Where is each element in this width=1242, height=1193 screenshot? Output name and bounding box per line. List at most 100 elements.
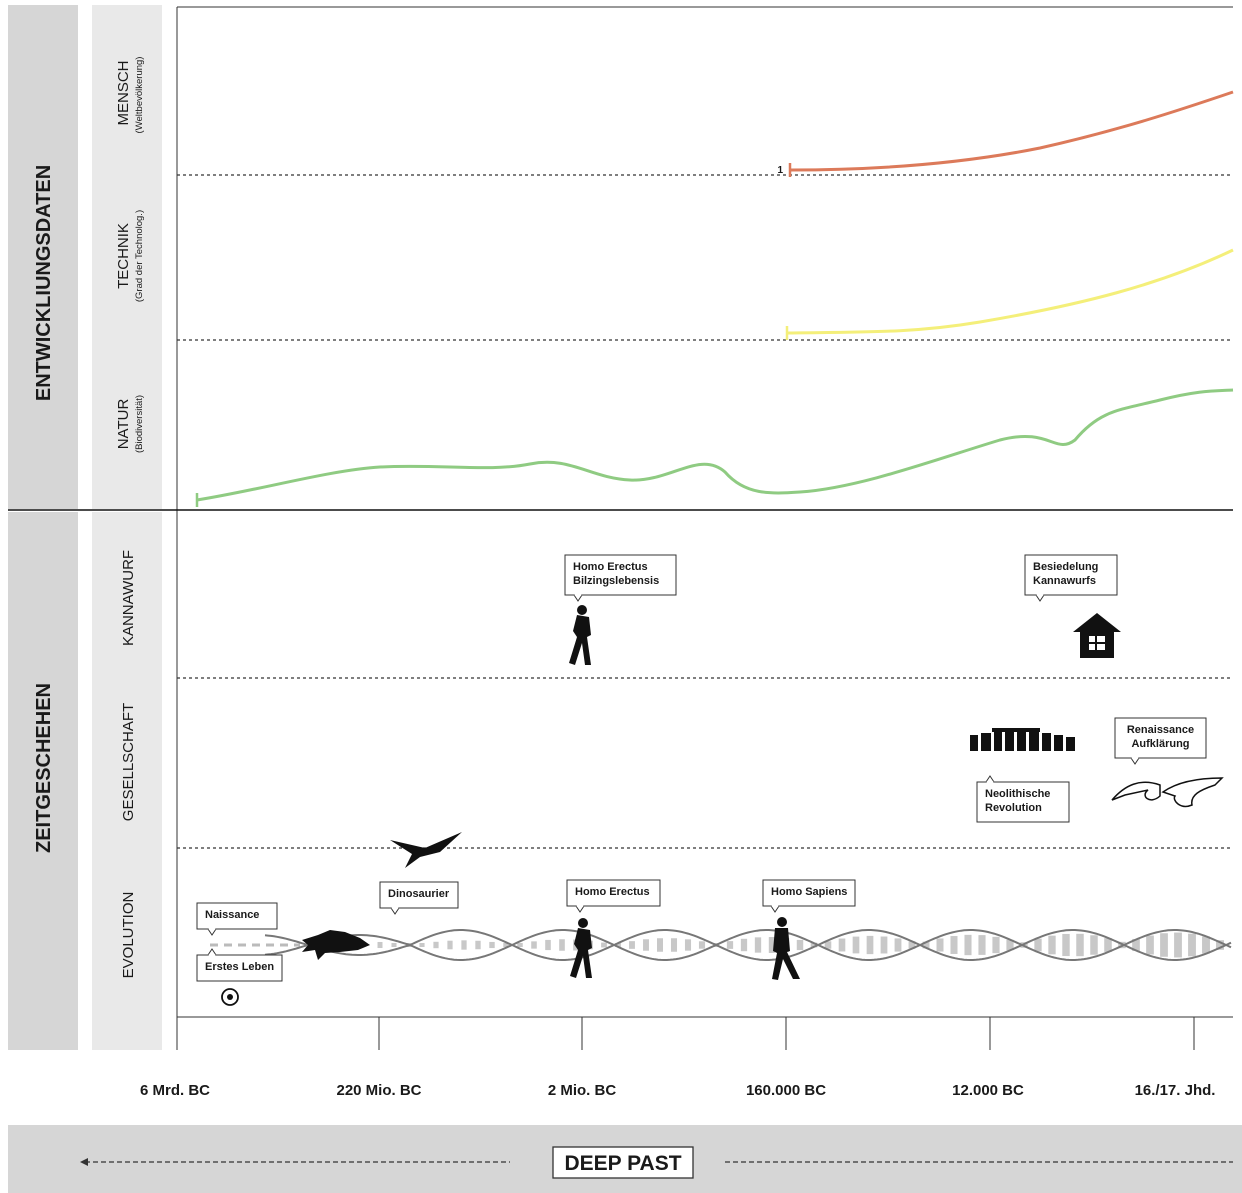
helix-rung bbox=[1188, 934, 1196, 957]
helix-rung bbox=[643, 939, 649, 950]
row-label: KANNAWURF bbox=[120, 550, 137, 646]
callout-pointer bbox=[771, 906, 779, 912]
row-sublabel: (Biodiversität) bbox=[134, 395, 145, 453]
callout-pointer bbox=[574, 595, 582, 601]
callout-text: Homo Erectus bbox=[573, 561, 648, 573]
callout-pointer bbox=[1036, 595, 1044, 601]
section-label: ENTWICKLIUNGSDATEN bbox=[33, 165, 55, 401]
row-label: NATUR bbox=[115, 399, 132, 450]
callout-pointer bbox=[208, 949, 216, 955]
nature-curve bbox=[197, 390, 1233, 500]
callout-pointer bbox=[391, 908, 399, 914]
helix-rung bbox=[685, 939, 691, 950]
curve-label: 1 bbox=[777, 165, 783, 176]
helix-rung bbox=[601, 943, 607, 948]
timeline-label: 2 Mio. BC bbox=[548, 1082, 617, 1099]
helix-rung bbox=[1104, 938, 1112, 952]
helix-rung bbox=[699, 941, 705, 948]
helix-rung bbox=[853, 937, 860, 954]
helix-rung bbox=[978, 935, 985, 955]
callout-text: Neolithische bbox=[985, 788, 1050, 800]
timeline-infographic: ENTWICKLIUNGSDATEN ZEITGESCHEHEN MENSCH … bbox=[0, 0, 1242, 1193]
footer-label: DEEP PAST bbox=[564, 1152, 681, 1175]
helix-rung bbox=[950, 936, 957, 954]
helix-rung bbox=[461, 940, 466, 949]
callout-pointer bbox=[576, 906, 584, 912]
helix-rung bbox=[531, 941, 537, 948]
helix-rung bbox=[741, 939, 747, 951]
helix-rung bbox=[419, 943, 424, 947]
helix-rung bbox=[937, 938, 944, 951]
technology-curve bbox=[787, 250, 1233, 333]
callout-pointer bbox=[1131, 758, 1139, 764]
callout-text: Naissance bbox=[205, 909, 259, 921]
helix-rung bbox=[881, 937, 888, 954]
helix-rung bbox=[839, 939, 846, 952]
helix-rung bbox=[1062, 934, 1069, 956]
row-sublabel: (Weltbevölkerung) bbox=[134, 57, 145, 134]
callout-text: Aufklärung bbox=[1131, 738, 1189, 750]
helix-rung bbox=[559, 939, 565, 951]
callout-text: Dinosaurier bbox=[388, 888, 450, 900]
house-icon bbox=[1073, 613, 1121, 658]
callout-text: Renaissance bbox=[1127, 724, 1194, 736]
timeline-labels: 6 Mrd. BC 220 Mio. BC 2 Mio. BC 160.000 BC 1… bbox=[140, 1017, 1215, 1099]
helix-rung bbox=[433, 942, 438, 948]
helix-rung bbox=[475, 941, 480, 949]
helix-rung bbox=[727, 941, 733, 949]
helix-rung bbox=[629, 941, 635, 949]
dna-helix bbox=[265, 930, 1231, 960]
helix-rung bbox=[657, 938, 663, 952]
callout-text: Revolution bbox=[985, 802, 1042, 814]
helix-strand bbox=[265, 930, 1231, 960]
callout-text: Kannawurfs bbox=[1033, 575, 1096, 587]
row-label: MENSCH bbox=[115, 60, 132, 125]
hands-icon bbox=[1112, 778, 1222, 806]
figure-group bbox=[569, 605, 1222, 980]
callout-text: Homo Sapiens bbox=[771, 886, 847, 898]
population-curve bbox=[790, 92, 1233, 170]
callout-text: Bilzingslebensis bbox=[573, 575, 659, 587]
helix-rung bbox=[391, 943, 396, 947]
cell-icon bbox=[227, 994, 233, 1000]
helix-rung bbox=[447, 941, 452, 950]
helix-rung bbox=[867, 936, 874, 954]
row-label: GESELLSCHAFT bbox=[120, 703, 137, 821]
helix-rung bbox=[964, 935, 971, 955]
callout-pointer bbox=[208, 929, 216, 935]
helix-rung bbox=[895, 938, 902, 951]
helix-rung bbox=[1202, 936, 1210, 953]
timeline-label: 16./17. Jhd. bbox=[1135, 1082, 1216, 1099]
timeline-label: 220 Mio. BC bbox=[336, 1082, 421, 1099]
stonehenge-icon bbox=[970, 728, 1075, 751]
helix-rung bbox=[517, 943, 522, 947]
helix-rung bbox=[1146, 935, 1154, 954]
homo-erectus-bilz-icon bbox=[569, 605, 591, 665]
helix-rung bbox=[797, 940, 803, 950]
helix-rung bbox=[671, 938, 677, 952]
row-label: TECHNIK bbox=[115, 223, 132, 289]
callout-text: Erstes Leben bbox=[205, 961, 274, 973]
timeline-label: 160.000 BC bbox=[746, 1082, 826, 1099]
timeline-label: 12.000 BC bbox=[952, 1082, 1024, 1099]
helix-rung bbox=[1048, 936, 1055, 955]
callout-pointer bbox=[986, 776, 994, 782]
callout-text: Homo Erectus bbox=[575, 886, 650, 898]
row-sublabel: (Grad der Technolog.) bbox=[134, 210, 145, 302]
pterosaur-icon bbox=[390, 832, 462, 868]
event-callouts: Homo Erectus Bilzingslebensis Besiedelung K… bbox=[197, 555, 1206, 981]
helix-rung bbox=[755, 937, 761, 952]
helix-rung bbox=[489, 942, 494, 948]
section-label: ZEITGESCHEHEN bbox=[33, 683, 55, 853]
helix-rung bbox=[1160, 933, 1168, 957]
helix-rung bbox=[1076, 934, 1083, 956]
helix-rung bbox=[1034, 939, 1041, 952]
helix-rung bbox=[1174, 933, 1182, 958]
callout-text: Besiedelung bbox=[1033, 561, 1098, 573]
timeline-label: 6 Mrd. BC bbox=[140, 1082, 210, 1099]
homo-sapiens-icon bbox=[772, 917, 800, 980]
helix-rung bbox=[378, 942, 383, 948]
helix-rung bbox=[1090, 935, 1098, 954]
helix-rung bbox=[545, 940, 551, 950]
row-label: EVOLUTION bbox=[120, 892, 137, 979]
